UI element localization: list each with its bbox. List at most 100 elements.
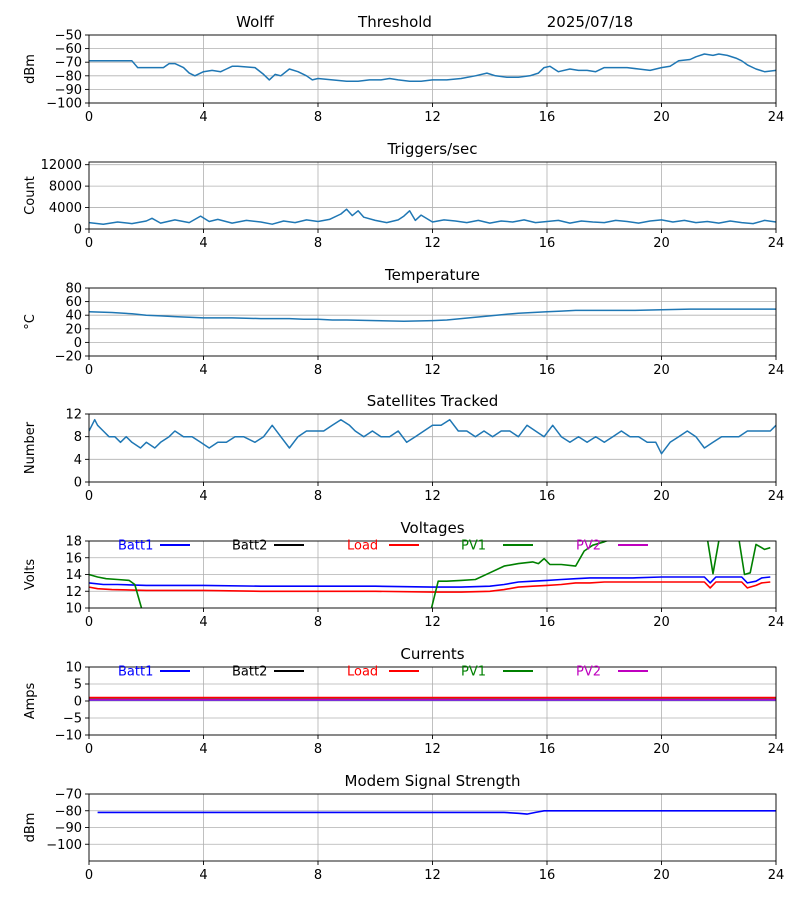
chart-title: Voltages xyxy=(400,519,464,537)
data-series-line xyxy=(89,308,776,323)
x-tick-label: 16 xyxy=(539,868,556,883)
legend-label-pv2: PV2 xyxy=(576,665,601,680)
x-tick-label: 24 xyxy=(768,236,785,251)
x-tick-label: 20 xyxy=(653,236,670,251)
chart-title: Modem Signal Strength xyxy=(345,772,521,790)
x-tick-label: 4 xyxy=(199,236,207,251)
y-axis-label: Number xyxy=(23,421,38,474)
y-tick-label: 18 xyxy=(65,535,82,550)
x-tick-label: 0 xyxy=(85,868,93,883)
x-tick-label: 8 xyxy=(314,110,322,125)
y-tick-label: −20 xyxy=(55,350,82,365)
x-tick-label: 4 xyxy=(199,363,207,378)
y-tick-label: −100 xyxy=(46,97,82,112)
x-tick-label: 0 xyxy=(85,742,93,757)
y-tick-label: 10 xyxy=(65,602,82,617)
legend-label-batt1: Batt1 xyxy=(118,665,153,680)
x-tick-label: 12 xyxy=(424,110,441,125)
x-tick-label: 0 xyxy=(85,236,93,251)
y-tick-label: 60 xyxy=(65,295,82,310)
y-tick-label: −60 xyxy=(55,42,82,57)
series-group xyxy=(89,208,776,225)
chart-panel-0: 0 4 8 12 16 20 24 −100−90−80−70−60−50 dBm xyxy=(23,29,784,126)
series-group xyxy=(89,696,776,701)
y-tick-label: −50 xyxy=(55,29,82,44)
batt1-series-line xyxy=(89,576,771,588)
x-tick-label: 20 xyxy=(653,110,670,125)
y-tick-label: 0 xyxy=(74,223,82,238)
x-tick-label: 24 xyxy=(768,110,785,125)
y-tick-label: −90 xyxy=(55,83,82,98)
x-tick-label: 8 xyxy=(314,615,322,630)
legend-label-load: Load xyxy=(347,539,378,554)
y-tick-label: 4 xyxy=(74,453,82,468)
y-tick-label: 12000 xyxy=(41,158,82,173)
x-tick-label: 4 xyxy=(199,110,207,125)
legend-label-batt1: Batt1 xyxy=(118,539,153,554)
x-tick-label: 16 xyxy=(539,236,556,251)
y-axis-label: Volts xyxy=(23,559,38,591)
chart-title: Triggers/sec xyxy=(387,140,478,158)
y-tick-label: −5 xyxy=(63,712,82,727)
x-tick-label: 0 xyxy=(85,489,93,504)
pv1-segment-2-series-line xyxy=(430,541,609,608)
x-tick-label: 12 xyxy=(424,363,441,378)
legend-label-pv2: PV2 xyxy=(576,539,601,554)
x-tick-label: 8 xyxy=(314,489,322,504)
x-tick-label: 24 xyxy=(768,742,785,757)
x-tick-label: 24 xyxy=(768,363,785,378)
x-tick-label: 24 xyxy=(768,489,785,504)
chart-panel-6: 0 4 8 12 16 20 24 −100 −90 −80−70 Modem Signal Str… xyxy=(23,772,784,883)
x-tick-label: 4 xyxy=(199,489,207,504)
y-tick-label: 0 xyxy=(74,476,82,491)
x-tick-label: 16 xyxy=(539,489,556,504)
x-tick-label: 12 xyxy=(424,615,441,630)
y-axis-label: dBm xyxy=(23,54,38,84)
series-group xyxy=(89,541,771,608)
legend-label-batt2: Batt2 xyxy=(232,539,267,554)
x-tick-label: 12 xyxy=(424,489,441,504)
y-tick-label: 8 xyxy=(74,430,82,445)
legend-label-batt2: Batt2 xyxy=(232,665,267,680)
x-tick-label: 8 xyxy=(314,236,322,251)
y-tick-label: −70 xyxy=(55,788,82,803)
data-series-line xyxy=(89,208,776,225)
chart-panel-1: 0 4 8 12 16 20 24 0 4000 8000 12000 Triggers/sec Cou… xyxy=(23,140,784,251)
header-station: Wolff xyxy=(236,13,274,31)
pv1-segment-4-series-line xyxy=(738,541,771,576)
x-tick-label: 12 xyxy=(424,868,441,883)
x-tick-label: 16 xyxy=(539,110,556,125)
x-tick-label: 16 xyxy=(539,742,556,757)
chart-title: Satellites Tracked xyxy=(367,392,498,410)
y-tick-label: 80 xyxy=(65,282,82,297)
x-tick-label: 20 xyxy=(653,868,670,883)
series-group xyxy=(89,308,776,323)
header-mode: Threshold xyxy=(357,13,432,31)
load-series-line xyxy=(89,581,771,593)
chart-panel-3: 0 4 8 12 16 20 24 0 4 8 12 Satellites Tracked Number xyxy=(23,392,784,504)
x-tick-label: 8 xyxy=(314,742,322,757)
x-tick-label: 12 xyxy=(424,236,441,251)
y-tick-label: 10 xyxy=(65,661,82,676)
y-tick-label: −10 xyxy=(55,729,82,744)
y-tick-label: 14 xyxy=(65,568,82,583)
x-tick-label: 20 xyxy=(653,742,670,757)
y-axis-label: Amps xyxy=(23,682,38,719)
pv1-series-line xyxy=(89,573,143,608)
y-tick-label: −80 xyxy=(55,69,82,84)
y-tick-label: −70 xyxy=(55,56,82,71)
y-tick-label: 8000 xyxy=(49,180,82,195)
chart-title: Temperature xyxy=(384,266,480,284)
series-group xyxy=(97,810,776,815)
series-group xyxy=(89,418,776,455)
series-group xyxy=(89,53,776,82)
x-tick-label: 24 xyxy=(768,615,785,630)
y-tick-label: 0 xyxy=(74,695,82,710)
x-tick-label: 8 xyxy=(314,868,322,883)
legend-label-pv1: PV1 xyxy=(461,665,486,680)
y-tick-label: 12 xyxy=(65,408,82,423)
x-tick-label: 4 xyxy=(199,615,207,630)
